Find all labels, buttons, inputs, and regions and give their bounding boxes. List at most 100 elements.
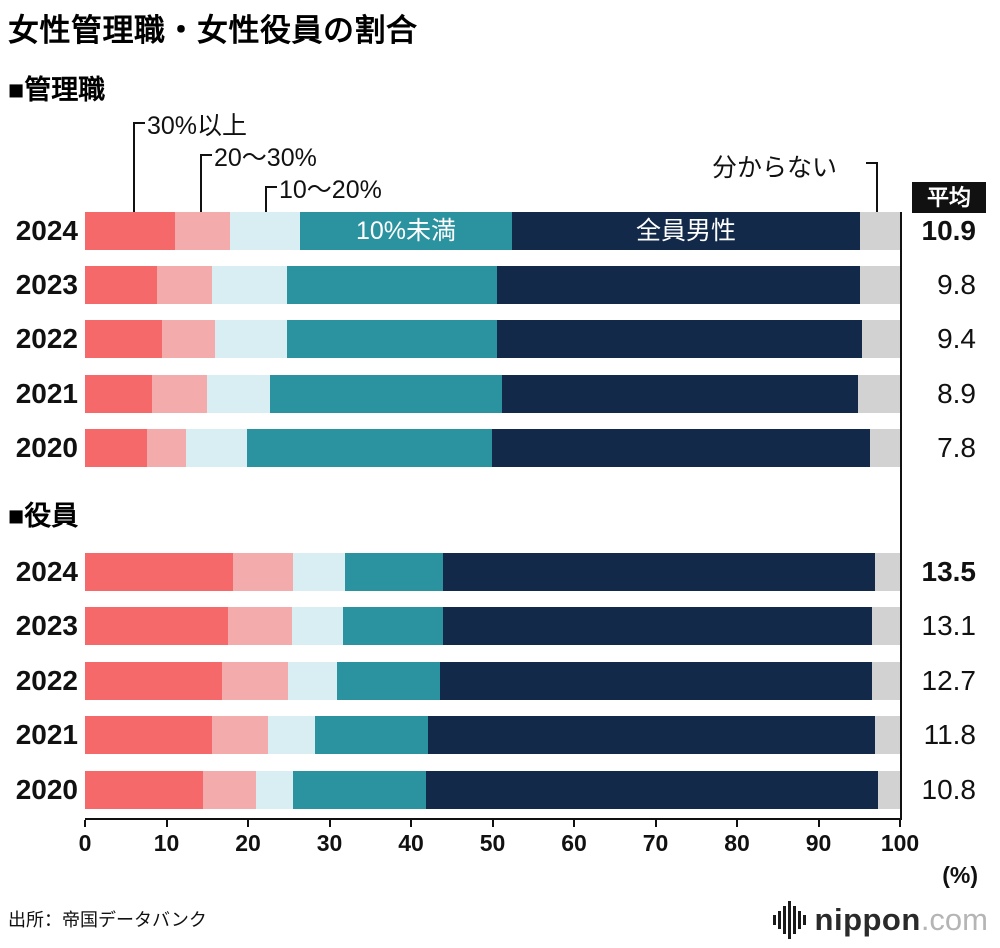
bar-segment <box>156 266 213 304</box>
bar-segment <box>860 212 900 250</box>
stacked-bar-2023 <box>85 266 900 304</box>
logo-text-nippon: nippon <box>814 902 921 937</box>
average-value: 13.1 <box>921 610 977 641</box>
axis-tick-label: 60 <box>561 830 587 856</box>
leader-line-10to20 <box>265 186 277 212</box>
bar-segment <box>502 375 858 413</box>
bar-segment <box>186 429 248 467</box>
average-value: 7.8 <box>937 432 976 463</box>
logo-text-com: .com <box>920 902 988 937</box>
bar-segment <box>425 771 878 809</box>
axis-tick-label: 0 <box>78 830 92 856</box>
page-title: 女性管理職・女性役員の割合 <box>8 13 418 48</box>
year-label: 2023 <box>15 269 78 300</box>
stacked-bar-2020 <box>85 429 900 467</box>
axis-tick <box>165 820 168 827</box>
inbar-label-under10: 10%未満 <box>355 217 457 245</box>
bar-segment <box>269 375 503 413</box>
bar-segment <box>287 266 498 304</box>
annotation-30plus: 30%以上 <box>147 112 248 140</box>
axis-tick <box>247 820 249 827</box>
bar-segment <box>874 553 900 591</box>
axis-tick-label: 30 <box>316 830 343 856</box>
bar-segment <box>861 320 900 358</box>
section-title-managers: ■管理職 <box>8 75 106 105</box>
axis-tick-label: 80 <box>724 830 750 856</box>
bar-segment <box>85 607 228 645</box>
axis-tick-label: 90 <box>805 830 832 856</box>
bar-segment <box>491 429 870 467</box>
bar-segment <box>230 212 301 250</box>
bar-segment <box>247 429 492 467</box>
axis-tick-label: 70 <box>642 830 669 856</box>
bar-segment <box>292 607 344 645</box>
plot-right-border <box>900 212 902 820</box>
source-credit: 出所：帝国データバンク <box>8 910 207 930</box>
stacked-bar-2021 <box>85 375 900 413</box>
axis-tick <box>736 820 738 827</box>
year-label: 2022 <box>15 323 78 354</box>
annotation-20to30: 20〜30% <box>214 144 317 172</box>
bar-segment <box>256 771 293 809</box>
bar-segment <box>497 320 862 358</box>
bar-segment <box>207 375 270 413</box>
annotation-10to20: 10〜20% <box>279 176 382 204</box>
average-value: 10.8 <box>921 774 977 805</box>
bar-segment <box>512 212 861 250</box>
section-title-executives: ■役員 <box>8 501 79 531</box>
bar-segment <box>343 607 443 645</box>
stacked-bar-2021 <box>85 716 900 754</box>
annotation-dontknow: 分からない <box>712 154 838 182</box>
bar-segment <box>85 429 147 467</box>
bar-segment <box>860 266 900 304</box>
bar-segment <box>877 771 900 809</box>
bar-segment <box>215 320 288 358</box>
bar-segment <box>174 212 231 250</box>
bar-segment <box>212 716 269 754</box>
leader-line-20to30 <box>200 154 212 212</box>
average-value: 8.9 <box>937 378 976 409</box>
year-label: 2021 <box>15 378 78 409</box>
bar-segment <box>85 553 234 591</box>
axis-tick-label: 100 <box>880 830 920 856</box>
bar-segment <box>869 429 900 467</box>
bar-segment <box>268 716 315 754</box>
average-header-badge: 平均 <box>912 182 986 213</box>
year-label: 2023 <box>15 610 78 641</box>
bar-segment <box>874 716 900 754</box>
axis-tick <box>410 820 412 827</box>
bar-segment <box>442 607 873 645</box>
bar-segment <box>287 320 498 358</box>
x-axis-line <box>85 818 902 820</box>
axis-tick <box>573 820 575 827</box>
average-value: 12.7 <box>921 665 977 696</box>
bar-segment <box>85 320 162 358</box>
average-value: 13.5 <box>921 556 977 587</box>
axis-tick-label: 40 <box>398 830 424 856</box>
bar-segment <box>497 266 861 304</box>
bar-segment <box>872 607 900 645</box>
bar-segment <box>203 771 257 809</box>
bar-segment <box>146 429 187 467</box>
bar-segment <box>85 375 152 413</box>
bar-segment <box>151 375 208 413</box>
bar-segment <box>212 266 288 304</box>
bar-segment <box>161 320 216 358</box>
stacked-bar-2022 <box>85 662 900 700</box>
year-label: 2024 <box>15 215 78 246</box>
bar-segment <box>428 716 875 754</box>
bar-segment <box>292 553 345 591</box>
bar-segment <box>287 662 337 700</box>
bar-segment <box>85 266 157 304</box>
nippon-logo: nippon .com <box>772 898 988 942</box>
stacked-bar-2023 <box>85 607 900 645</box>
bar-segment <box>300 212 513 250</box>
bar-segment <box>227 607 292 645</box>
axis-tick <box>899 820 901 827</box>
bar-segment <box>314 716 429 754</box>
axis-tick <box>328 820 331 827</box>
axis-tick-label: 20 <box>235 830 261 856</box>
axis-tick <box>84 820 86 827</box>
leader-line-dontknow <box>866 162 878 212</box>
